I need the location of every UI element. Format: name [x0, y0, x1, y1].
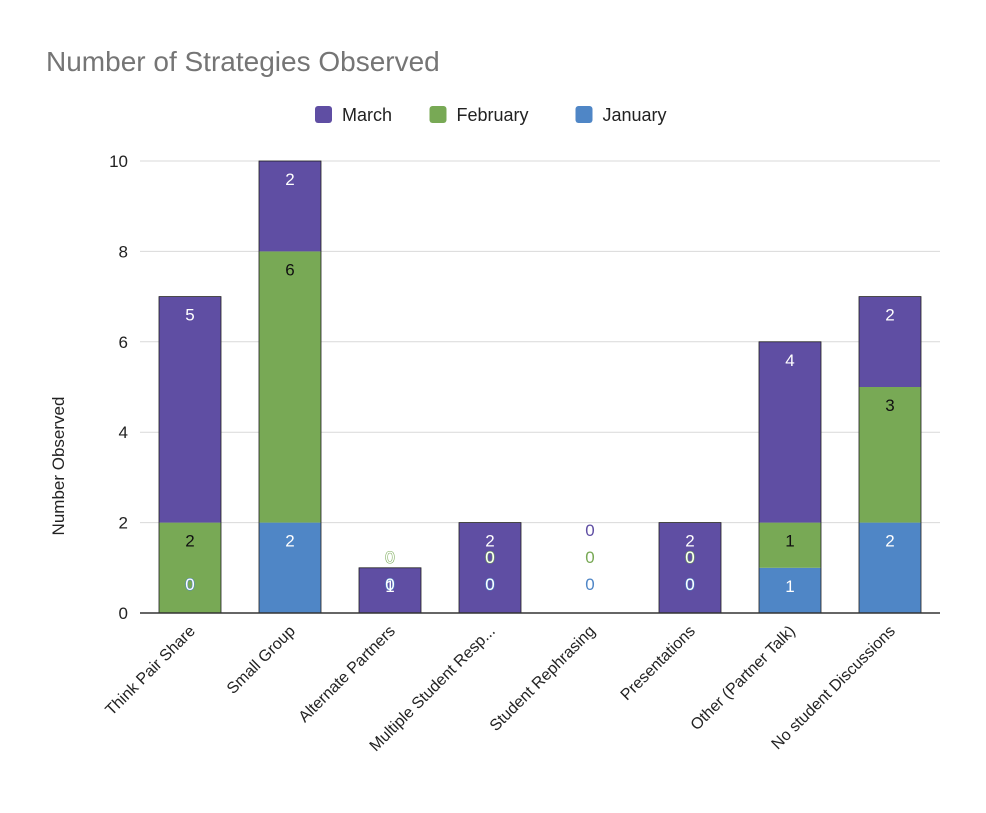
bar-segment-march	[759, 341, 821, 523]
legend-label-february: February	[457, 105, 529, 125]
bar-segment-february	[159, 522, 221, 613]
bar-segment-february	[859, 387, 921, 523]
data-label-march: 2	[285, 170, 294, 189]
data-label-february: 3	[885, 396, 894, 415]
bar-segment-march	[159, 296, 221, 523]
bar-segment-february	[259, 251, 321, 523]
data-label-january: 1	[785, 577, 794, 596]
bar-stack	[658, 522, 722, 614]
x-axis-category-label: Presentations	[618, 623, 699, 704]
x-axis-category-label: Small Group	[224, 623, 299, 698]
data-label-february: 1	[785, 532, 794, 551]
bar-stacks	[158, 160, 922, 614]
y-axis-ticks: 0 2 4 6 8 10	[109, 152, 128, 623]
legend-label-march: March	[342, 105, 392, 125]
y-tick-label: 8	[119, 242, 128, 261]
legend-label-january: January	[603, 105, 667, 125]
bar-stack	[258, 160, 322, 614]
bar-stack	[458, 522, 522, 614]
data-label-march: 5	[185, 306, 194, 325]
data-label-january: 0	[185, 575, 194, 594]
data-label-february: 0	[485, 548, 494, 567]
bar-stack	[358, 567, 422, 614]
data-label-january: 0	[585, 575, 594, 594]
bar-stack	[758, 341, 822, 614]
data-label-march: 4	[785, 351, 794, 370]
y-tick-label: 2	[119, 514, 128, 533]
chart-title: Number of Strategies Observed	[46, 46, 440, 77]
data-label-march: 2	[685, 532, 694, 551]
x-axis-category-label: Student Rephrasing	[487, 623, 599, 735]
x-axis-category-label: Think Pair Share	[103, 623, 199, 719]
bar-segment-january	[759, 567, 821, 613]
y-tick-label: 6	[119, 333, 128, 352]
data-label-february: 0	[685, 548, 694, 567]
x-axis-category-label: Other (Partner Talk)	[688, 623, 799, 734]
data-label-february: 0	[585, 548, 594, 567]
legend-swatch-february	[429, 106, 447, 123]
bar-stack	[158, 296, 222, 614]
data-label-march: 2	[485, 532, 494, 551]
data-label-january: 0	[685, 575, 694, 594]
y-tick-label: 10	[109, 152, 128, 171]
data-label-january: 0	[385, 575, 394, 594]
data-label-january: 0	[485, 575, 494, 594]
data-label-january: 2	[885, 532, 894, 551]
bar-segment-march	[659, 522, 721, 613]
bar-segment-march	[359, 567, 421, 613]
data-label-march: 0	[585, 521, 594, 540]
bar-segment-march	[259, 161, 321, 252]
y-tick-label: 0	[119, 604, 128, 623]
data-label-february: 2	[185, 532, 194, 551]
chart-legend: March February January	[315, 105, 667, 125]
x-axis-category-label: Alternate Partners	[296, 623, 399, 726]
data-label-march: 2	[885, 306, 894, 325]
data-label-march: 1	[385, 577, 394, 596]
data-label-february: 0	[385, 548, 394, 567]
y-tick-label: 4	[119, 423, 128, 442]
bar-segment-february	[759, 522, 821, 568]
data-label-january: 2	[285, 532, 294, 551]
data-label-february: 6	[285, 260, 294, 279]
legend-swatch-march	[315, 106, 332, 123]
bar-segment-january	[259, 522, 321, 613]
legend-swatch-january	[575, 106, 593, 123]
bar-stack	[858, 296, 922, 614]
bar-segment-march	[459, 522, 521, 613]
bar-segment-march	[859, 296, 921, 387]
y-axis-label: Number Observed	[49, 397, 68, 536]
bar-segment-january	[859, 522, 921, 613]
